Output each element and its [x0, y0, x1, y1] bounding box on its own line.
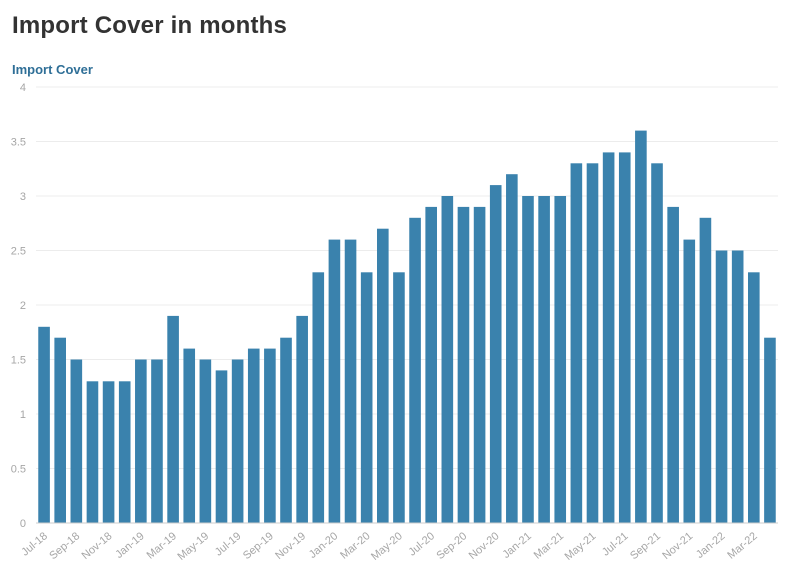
bar-Jul-20	[425, 206, 437, 523]
chart-title: Import Cover in months	[12, 12, 288, 39]
y-axis-ticks: 0 0.5 1 1.5 2 2.5 3 3.5 4	[11, 82, 26, 530]
x-tick-label: Jan-19	[113, 530, 146, 561]
bar-Jan-22	[715, 250, 728, 523]
bar-Mar-20	[360, 272, 373, 523]
bar-Dec-20	[506, 174, 518, 523]
x-tick-label: Nov-19	[273, 530, 308, 562]
gridlines	[36, 86, 778, 469]
bars	[38, 130, 776, 524]
bar-Jun-21	[602, 152, 615, 523]
bar-Apr-21	[570, 163, 583, 524]
bar-Dec-21	[699, 217, 712, 524]
bar-Jul-18	[38, 326, 50, 523]
y-tick-label: 0	[20, 518, 26, 530]
bar-Oct-19	[280, 337, 292, 523]
bar-Mar-22	[748, 272, 760, 523]
x-tick-label: Nov-18	[80, 530, 115, 562]
x-tick-label: May-21	[563, 530, 599, 563]
bar-Feb-21	[538, 196, 550, 523]
x-tick-label: Sep-18	[47, 530, 82, 562]
chart-subtitle: Import Cover	[12, 62, 93, 77]
bar-May-19	[199, 359, 212, 523]
bar-Apr-20	[377, 228, 389, 523]
x-tick-label: Jan-20	[307, 530, 340, 561]
bar-Sep-20	[457, 206, 470, 523]
bar-Jan-19	[135, 359, 147, 523]
x-tick-label: Sep-21	[628, 530, 663, 562]
x-tick-label: Mar-19	[145, 530, 179, 562]
x-tick-label: Nov-20	[467, 530, 502, 562]
bar-Jan-21	[522, 196, 534, 523]
y-tick-label: 3.5	[11, 137, 26, 149]
y-tick-label: 1.5	[11, 355, 26, 367]
bar-Jan-20	[328, 239, 341, 523]
bar-Nov-20	[489, 185, 502, 523]
bar-Aug-21	[635, 130, 647, 523]
x-tick-label: Sep-20	[434, 530, 469, 562]
y-tick-label: 4	[20, 82, 26, 94]
bar-Nov-18	[102, 381, 115, 523]
bar-Jun-20	[409, 217, 421, 524]
bar-Nov-21	[683, 239, 696, 523]
bar-Aug-20	[441, 196, 454, 523]
bar-Apr-19	[183, 348, 196, 523]
bar-Aug-19	[247, 348, 260, 523]
x-tick-label: Mar-22	[725, 530, 759, 562]
y-tick-label: 2	[20, 300, 26, 312]
bar-Mar-19	[167, 315, 179, 523]
bar-Sep-19	[264, 348, 276, 523]
x-tick-label: May-20	[369, 530, 405, 563]
x-tick-label: Jul-19	[213, 530, 244, 558]
bar-Jun-19	[215, 370, 228, 523]
y-tick-label: 0.5	[11, 464, 26, 476]
x-tick-label: Jul-18	[19, 530, 50, 558]
bar-Jul-19	[231, 359, 244, 523]
bar-May-20	[393, 272, 405, 523]
x-tick-label: Mar-21	[532, 530, 566, 562]
bar-Feb-22	[731, 250, 744, 523]
x-tick-label: Sep-19	[241, 530, 276, 562]
bar-Dec-18	[118, 381, 131, 523]
x-tick-label: Jul-20	[406, 530, 437, 558]
bar-Mar-21	[554, 196, 567, 523]
bar-May-21	[586, 163, 599, 524]
bar-Feb-19	[151, 359, 163, 523]
x-tick-label: Nov-21	[660, 530, 695, 562]
bar-Oct-20	[473, 206, 486, 523]
bar-Apr-22	[764, 337, 776, 523]
bar-Feb-20	[344, 239, 357, 523]
y-tick-label: 1	[20, 409, 26, 421]
bar-Nov-19	[296, 315, 308, 523]
y-tick-label: 3	[20, 191, 26, 203]
x-tick-label: Jan-21	[500, 530, 533, 561]
x-tick-label: Jan-22	[694, 530, 727, 561]
x-tick-label: May-19	[175, 530, 211, 563]
x-tick-label: Jul-21	[600, 530, 631, 558]
x-tick-label: Mar-20	[338, 530, 372, 562]
y-tick-label: 2.5	[11, 246, 26, 258]
bar-Oct-18	[86, 381, 99, 523]
bar-Dec-19	[312, 272, 325, 523]
bar-Oct-21	[667, 206, 679, 523]
bar-Sep-18	[70, 359, 83, 523]
bar-Jul-21	[618, 152, 631, 523]
bar-Sep-21	[651, 163, 663, 524]
bar-Aug-18	[54, 337, 66, 523]
